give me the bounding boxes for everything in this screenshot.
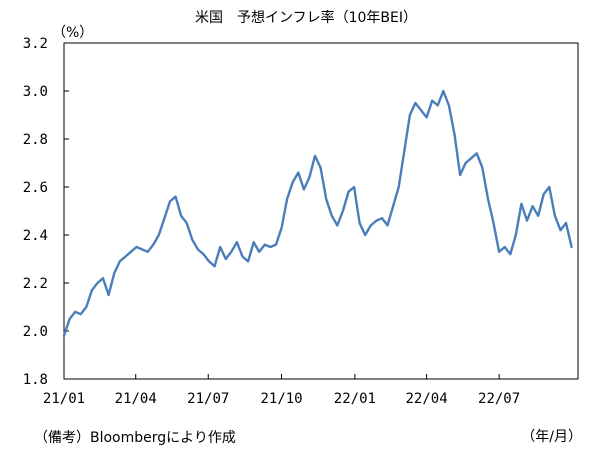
chart-title: 米国 予想インフレ率（10年BEI）: [195, 9, 417, 26]
x-unit-label: （年/月）: [521, 429, 582, 445]
source-note: （備考）Bloombergにより作成: [34, 430, 236, 446]
y-tick-label: 2.8: [23, 132, 48, 148]
y-axis: 1.8 2.0 2.2 2.4 2.6 2.8 3.0 3.2: [23, 36, 69, 388]
plot-area: [63, 42, 579, 380]
x-tick-label: 22/01: [334, 391, 376, 407]
y-tick-label: 2.4: [23, 228, 48, 244]
y-tick-label: 1.8: [23, 372, 48, 388]
y-tick-label: 3.2: [23, 36, 48, 52]
series-layer: [62, 89, 573, 337]
x-tick-label: 22/07: [478, 391, 520, 407]
x-tick-label: 21/04: [115, 391, 157, 407]
x-axis: 21/01 21/04 21/07 21/10 22/01 22/04 22/07: [43, 374, 520, 407]
y-tick-label: 2.6: [23, 180, 48, 196]
y-tick-label: 3.0: [23, 84, 48, 100]
x-tick-label: 21/07: [187, 391, 229, 407]
series-line: [62, 89, 573, 337]
x-tick-label: 22/04: [406, 391, 448, 407]
y-tick-label: 2.2: [23, 276, 48, 292]
y-tick-label: 2.0: [23, 324, 48, 340]
y-unit-label: （%）: [52, 25, 93, 41]
x-tick-label: 21/01: [43, 391, 85, 407]
x-tick-label: 21/10: [260, 391, 302, 407]
